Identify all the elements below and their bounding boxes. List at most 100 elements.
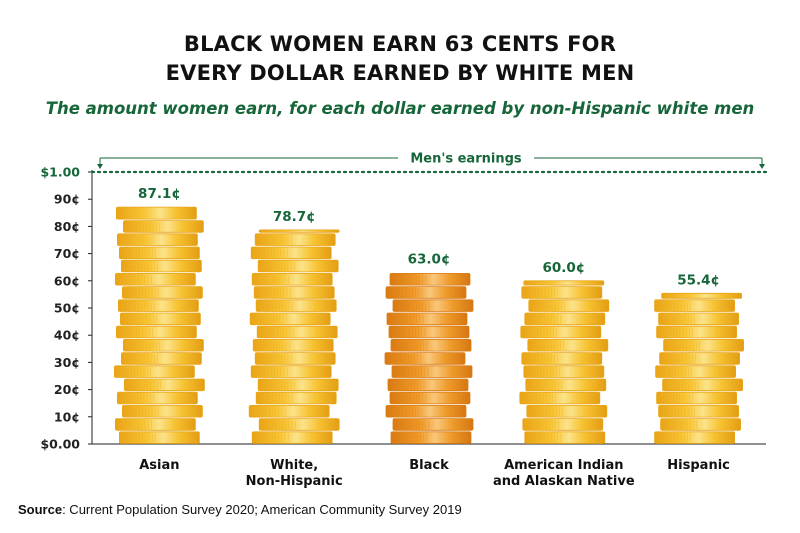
coin	[122, 404, 203, 418]
coin	[385, 404, 467, 418]
coin	[655, 365, 736, 378]
coin	[257, 378, 339, 392]
coin	[119, 431, 200, 444]
coin	[521, 352, 603, 365]
coin	[660, 418, 741, 431]
value-label: 55.4¢	[677, 272, 720, 288]
coin	[390, 338, 472, 352]
reference-arrow-right	[759, 164, 765, 169]
coin	[250, 365, 332, 378]
reference-arrow-left	[97, 164, 103, 169]
y-tick-label: 80¢	[54, 219, 80, 234]
y-tick-label: 20¢	[54, 382, 80, 397]
coin	[654, 299, 735, 312]
bar	[519, 280, 610, 444]
coin	[254, 352, 336, 365]
coin	[520, 325, 602, 339]
coin	[117, 391, 198, 405]
bar	[248, 229, 340, 444]
coin	[659, 352, 740, 365]
coin	[524, 431, 606, 444]
y-tick-label: 50¢	[54, 301, 80, 316]
coin	[391, 365, 473, 378]
coin	[255, 391, 337, 405]
coin	[661, 292, 742, 299]
category-label: Asian	[139, 458, 179, 473]
source-label: Source	[18, 502, 63, 517]
coin	[392, 418, 474, 431]
coin	[254, 233, 336, 246]
coin	[389, 391, 471, 405]
coin	[389, 272, 471, 286]
coin	[528, 299, 610, 312]
y-tick-label: 40¢	[54, 328, 80, 343]
y-tick-label: 30¢	[54, 355, 80, 370]
coin	[117, 233, 198, 246]
category-label: Non-Hispanic	[246, 474, 343, 489]
coin	[522, 418, 604, 431]
coin	[386, 312, 468, 326]
category-label: White,	[270, 458, 318, 473]
source-note: Source: Current Population Survey 2020; …	[18, 502, 462, 517]
coin	[526, 404, 608, 418]
coin	[123, 220, 204, 233]
title-line-1: BLACK WOMEN EARN 63 CENTS FOR	[183, 32, 617, 56]
coin	[250, 246, 332, 260]
coin	[658, 404, 739, 418]
y-tick-label: $0.00	[40, 437, 80, 452]
category-label: American Indian	[504, 458, 623, 473]
bar	[654, 292, 744, 444]
coin	[255, 299, 337, 312]
coin	[527, 338, 609, 352]
coin	[390, 431, 472, 444]
coin	[115, 272, 196, 286]
coin	[524, 312, 606, 326]
bar	[384, 272, 474, 444]
coin	[663, 338, 744, 352]
source-text: : Current Population Survey 2020; Americ…	[62, 502, 462, 517]
coin	[519, 391, 601, 405]
coin	[654, 431, 735, 444]
y-tick-label: 90¢	[54, 192, 80, 207]
coin	[662, 378, 743, 392]
value-label: 87.1¢	[138, 186, 181, 202]
value-label: 63.0¢	[408, 252, 451, 268]
chart-subtitle: The amount women earn, for each dollar e…	[45, 99, 755, 118]
coin	[392, 299, 474, 312]
coin	[114, 365, 195, 378]
coin	[252, 338, 334, 352]
coin	[120, 312, 201, 326]
coin	[388, 325, 470, 339]
title-line-2: EVERY DOLLAR EARNED BY WHITE MEN	[165, 61, 635, 85]
bar-chart: $0.00 10¢ 20¢ 30¢ 40¢ 50¢ 60¢ 70¢ 80¢ 90¢ $1.00 Men…	[40, 152, 768, 489]
coin	[119, 246, 200, 260]
coin	[249, 312, 331, 326]
coin	[385, 286, 467, 299]
coin	[115, 418, 196, 431]
coin	[251, 272, 333, 286]
coin	[387, 378, 469, 392]
coin	[121, 259, 202, 273]
chart-title: BLACK WOMEN EARN 63 CENTS FOR EVERY DOLL…	[0, 30, 800, 88]
y-tick-label: 70¢	[54, 246, 80, 261]
coin	[122, 286, 203, 299]
coin	[384, 352, 466, 365]
coin	[523, 365, 605, 378]
coin	[118, 299, 199, 312]
coin	[248, 404, 330, 418]
coin	[116, 206, 197, 220]
coin	[257, 259, 339, 273]
coin	[523, 280, 605, 286]
coin	[656, 325, 737, 339]
coin	[116, 325, 197, 339]
coin	[258, 229, 340, 233]
coin	[256, 325, 338, 339]
value-label: 60.0¢	[542, 260, 585, 276]
coin	[258, 418, 340, 431]
coin	[121, 352, 202, 365]
coin	[124, 378, 205, 392]
category-label: Black	[409, 458, 449, 473]
category-label: and Alaskan Native	[493, 474, 635, 489]
coin	[521, 286, 603, 299]
y-tick-label: $1.00	[40, 165, 80, 180]
